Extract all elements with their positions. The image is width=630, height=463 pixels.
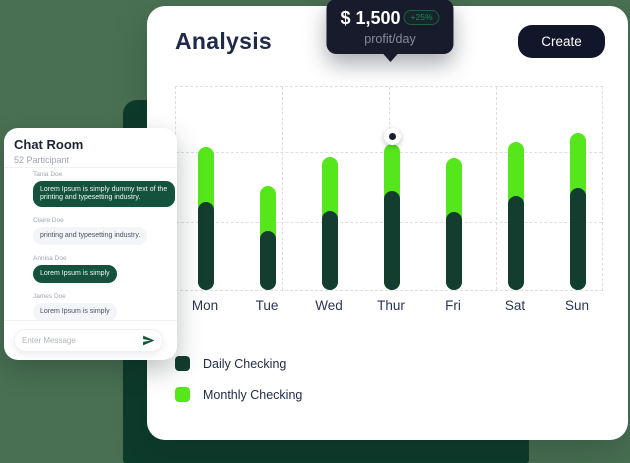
x-axis-label-sun: Sun (564, 298, 590, 313)
legend-item-daily: Daily Checking (175, 356, 302, 371)
bar-daily-thur[interactable] (384, 190, 400, 290)
chat-message-sender: Annisa Doe (33, 255, 67, 262)
bar-daily-wed[interactable] (322, 210, 338, 290)
tooltip-badge: +25% (403, 9, 440, 25)
legend-swatch-daily (175, 356, 190, 371)
chat-message: Tania Doe Lorem Ipsum is simply dummy tex… (33, 171, 175, 207)
bar-daily-sat[interactable] (508, 195, 524, 290)
legend-item-monthly: Monthly Checking (175, 387, 302, 402)
analysis-card: Analysis Create $ 1,500 +25% profit/day Mo… (147, 0, 628, 440)
x-axis-label-sat: Sat (504, 298, 526, 313)
chat-message: Annisa Doe Lorem Ipsum is simply (33, 255, 175, 283)
chart-plot: $ 1,500 +25% profit/day (175, 0, 603, 291)
x-axis-label-thur: Thur (377, 298, 405, 313)
legend-label-monthly: Monthly Checking (203, 387, 303, 402)
x-axis-label-tue: Tue (255, 298, 279, 313)
x-axis-labels: Mon Tue Wed Thur Fri Sat Sun (175, 298, 603, 322)
highlight-marker (383, 127, 401, 145)
gridline-vertical (281, 87, 283, 290)
bar-daily-mon[interactable] (198, 202, 214, 290)
chat-message-bubble: printing and typesetting industry. (33, 227, 148, 245)
bar-daily-fri[interactable] (446, 211, 462, 290)
message-input[interactable] (22, 336, 141, 345)
chat-room-title: Chat Room (14, 137, 84, 152)
bar-daily-tue[interactable] (260, 230, 276, 290)
chat-input-container (14, 329, 163, 352)
chat-participant-count: 52 Participant (14, 155, 70, 165)
x-axis-label-wed: Wed (315, 298, 343, 313)
chat-message-bubble: Lorem Ipsum is simply dummy text of the … (33, 181, 175, 207)
legend-label-daily: Daily Checking (203, 356, 287, 371)
chart-legend: Daily Checking Monthly Checking (175, 356, 302, 418)
chat-message-bubble: Lorem Ipsum is simply (33, 265, 117, 283)
chat-message: James Doe Lorem Ipsum is simply (33, 293, 175, 321)
legend-swatch-monthly (175, 387, 190, 402)
chat-header-divider (4, 167, 177, 168)
bar-daily-sun[interactable] (570, 187, 586, 290)
tooltip-caption: profit/day (364, 32, 416, 46)
x-axis-label-mon: Mon (191, 298, 219, 313)
chat-message: Claire Doe printing and typesetting indus… (33, 217, 175, 245)
chat-input-divider (4, 320, 177, 321)
x-axis-label-fri: Fri (445, 298, 461, 313)
paper-plane-icon (142, 334, 155, 347)
gridline-vertical (495, 87, 497, 290)
page-title: Analysis (175, 28, 273, 54)
chat-message-bubble: Lorem Ipsum is simply (33, 303, 117, 321)
chat-message-sender: James Doe (33, 293, 66, 300)
create-button[interactable]: Create (518, 25, 605, 58)
send-button[interactable] (141, 334, 155, 348)
chat-message-sender: Tania Doe (33, 171, 63, 178)
chat-room-card: Chat Room 52 Participant Tania Doe Lorem … (4, 128, 177, 360)
chat-message-sender: Claire Doe (33, 217, 64, 224)
chat-message-list: Tania Doe Lorem Ipsum is simply dummy tex… (33, 171, 175, 331)
chart-tooltip: $ 1,500 +25% profit/day (326, 0, 454, 62)
tooltip-value: $ 1,500 (340, 8, 401, 28)
